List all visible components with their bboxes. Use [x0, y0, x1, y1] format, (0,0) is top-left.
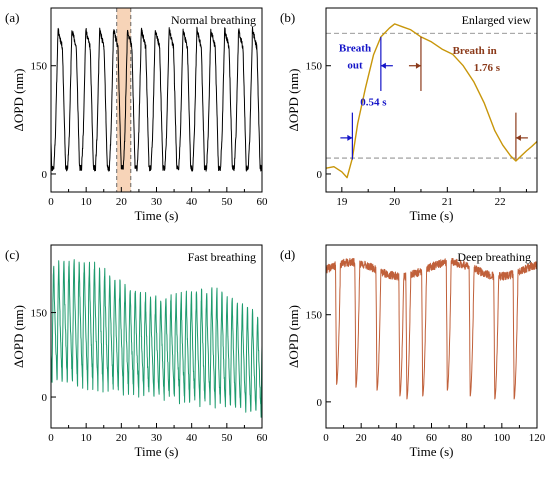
y-tick-label: 0	[317, 397, 323, 409]
panel-title: Enlarged view	[462, 13, 532, 27]
y-tick-label: 150	[31, 308, 48, 320]
annotation-2: 0.54 s	[360, 96, 387, 108]
x-tick-label: 21	[442, 196, 453, 208]
annotation-4: 1.76 s	[474, 62, 501, 74]
annotation-1: out	[347, 60, 363, 72]
y-axis-title: ΔOPD (nm)	[11, 69, 26, 132]
y-axis-title: ΔOPD (nm)	[11, 305, 26, 368]
x-tick-label: 10	[81, 432, 93, 444]
panel-title: Fast breathing	[188, 250, 256, 264]
x-tick-label: 20	[389, 196, 401, 208]
x-tick-label: 40	[391, 432, 403, 444]
x-tick-label: 22	[495, 196, 506, 208]
x-tick-label: 0	[323, 432, 329, 444]
annotation-3: Breath in	[453, 45, 497, 57]
x-tick-label: 0	[48, 196, 54, 208]
x-tick-label: 50	[221, 432, 233, 444]
x-tick-label: 19	[336, 196, 348, 208]
plot-frame	[325, 7, 538, 193]
y-tick-label: 150	[31, 61, 48, 73]
x-tick-label: 20	[116, 432, 128, 444]
y-tick-label: 150	[306, 310, 323, 322]
series-line	[326, 23, 537, 179]
x-tick-label: 20	[116, 196, 128, 208]
arrow-head-3	[515, 134, 521, 141]
arrow-head-2	[415, 62, 421, 69]
arrow-head-0	[347, 134, 353, 141]
panel-label: (c)	[5, 247, 19, 262]
panel-a: 0 10 20 30 40 50 60 0 150 Time (s) ΔOPD (nm) (a) Nor…	[5, 7, 269, 223]
y-tick-label: 0	[42, 392, 48, 404]
panel-d: 0 20 40 60 80 100 120 0 150 Time (s) ΔOPD (nm) (d) D…	[280, 244, 546, 459]
x-tick-label: 30	[151, 432, 163, 444]
x-tick-label: 60	[257, 432, 269, 444]
x-tick-label: 120	[529, 432, 546, 444]
x-tick-label: 60	[257, 196, 269, 208]
x-tick-label: 30	[151, 196, 163, 208]
x-axis-title: Time (s)	[410, 208, 454, 223]
panel-c: 0 10 20 30 40 50 60 0 150 Time (s) ΔOPD (nm) (c) Fas…	[5, 244, 269, 459]
panel-label: (a)	[5, 10, 19, 25]
panel-label: (d)	[280, 247, 295, 262]
x-axis-title: Time (s)	[135, 208, 179, 223]
y-tick-label: 0	[317, 169, 323, 181]
y-axis-title: ΔOPD (nm)	[286, 69, 301, 132]
y-tick-label: 0	[42, 169, 48, 181]
x-axis-title: Time (s)	[135, 444, 179, 459]
panel-title: Normal breathing	[171, 13, 256, 27]
x-tick-label: 20	[356, 432, 368, 444]
x-tick-label: 80	[461, 432, 473, 444]
panel-title: Deep breathing	[457, 250, 531, 264]
x-tick-label: 0	[48, 432, 54, 444]
x-tick-label: 40	[186, 196, 198, 208]
arrow-head-1	[380, 62, 386, 69]
x-tick-label: 10	[81, 196, 93, 208]
x-tick-label: 60	[426, 432, 438, 444]
panel-label: (b)	[280, 10, 295, 25]
y-tick-label: 150	[306, 61, 323, 73]
x-axis-title: Time (s)	[410, 444, 454, 459]
series-line	[326, 258, 537, 400]
x-tick-label: 100	[494, 432, 511, 444]
x-tick-label: 40	[186, 432, 198, 444]
series-line	[51, 26, 262, 172]
annotation-0: Breath	[339, 42, 371, 54]
panel-b: 19 20 21 22 0 150 Time (s) ΔOPD (nm) (b) Enlarged…	[280, 7, 538, 223]
y-axis-title: ΔOPD (nm)	[286, 305, 301, 368]
x-tick-label: 50	[221, 196, 233, 208]
series-line	[51, 259, 262, 418]
